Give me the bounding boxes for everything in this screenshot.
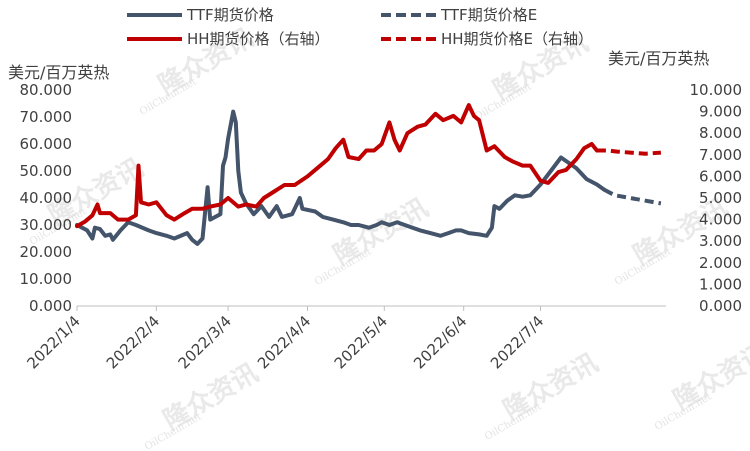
series-line-2	[75, 103, 599, 229]
x-tick-label: 2022/6/4	[410, 312, 470, 372]
y-right-tick-label: 3.000	[699, 232, 742, 250]
y-left-tick-label: 60.000	[20, 135, 73, 153]
y-right-tick-label: 7.000	[699, 146, 742, 164]
x-tick-label: 2022/2/4	[103, 312, 163, 372]
legend-label: TTF期货价格	[186, 6, 274, 24]
series-line-3	[596, 148, 662, 156]
y-left-tick-label: 30.000	[20, 216, 73, 234]
y-right-ticks: 0.000 1.000 2.000 3.000 4.000 5.000 6.000 7.000…	[690, 81, 743, 315]
y-left-tick-label: 0.000	[29, 297, 72, 315]
y-right-tick-label: 2.000	[699, 254, 742, 272]
y-right-tick-label: 0.000	[699, 297, 742, 315]
watermark-brand: 隆众资讯	[669, 338, 750, 416]
y-left-tick-label: 40.000	[20, 189, 73, 207]
y-left-tick-label: 70.000	[20, 108, 73, 126]
chart-legend: TTF期货价格 TTF期货价格E HH期货价格（右轴） HH期货价格E（右轴）	[127, 6, 593, 48]
y-left-tick-label: 20.000	[20, 243, 73, 261]
left-axis-unit-label: 美元/百万英热	[8, 63, 109, 82]
series-line-0	[75, 109, 607, 246]
legend-label: TTF期货价格E	[440, 6, 537, 24]
x-ticks: 2022/1/4 2022/2/4 2022/3/4 2022/4/4 2022/5/4…	[23, 306, 547, 372]
y-right-tick-label: 1.000	[699, 275, 742, 293]
x-tick-label: 2022/3/4	[175, 312, 235, 372]
series-group	[75, 103, 662, 246]
x-tick-label: 2022/7/4	[487, 312, 547, 372]
y-left-tick-label: 50.000	[20, 162, 73, 180]
right-axis-unit-label: 美元/百万英热	[608, 49, 709, 68]
y-right-tick-label: 8.000	[699, 124, 742, 142]
legend-label: HH期货价格E（右轴）	[441, 30, 593, 48]
x-tick-label: 2022/4/4	[254, 312, 314, 372]
x-tick-label: 2022/1/4	[23, 312, 83, 372]
y-left-tick-label: 10.000	[20, 270, 73, 288]
x-tick-label: 2022/5/4	[331, 312, 391, 372]
y-left-ticks: 0.000 10.000 20.000 30.000 40.000 50.000 60.00…	[20, 81, 73, 315]
y-right-tick-label: 6.000	[699, 167, 742, 185]
y-left-tick-label: 80.000	[20, 81, 73, 99]
y-right-tick-label: 10.000	[690, 81, 743, 99]
y-right-tick-label: 5.000	[699, 189, 742, 207]
y-right-tick-label: 4.000	[699, 211, 742, 229]
y-right-tick-label: 9.000	[699, 103, 742, 121]
series-line-1	[603, 188, 662, 206]
legend-label: HH期货价格（右轴）	[187, 30, 330, 48]
